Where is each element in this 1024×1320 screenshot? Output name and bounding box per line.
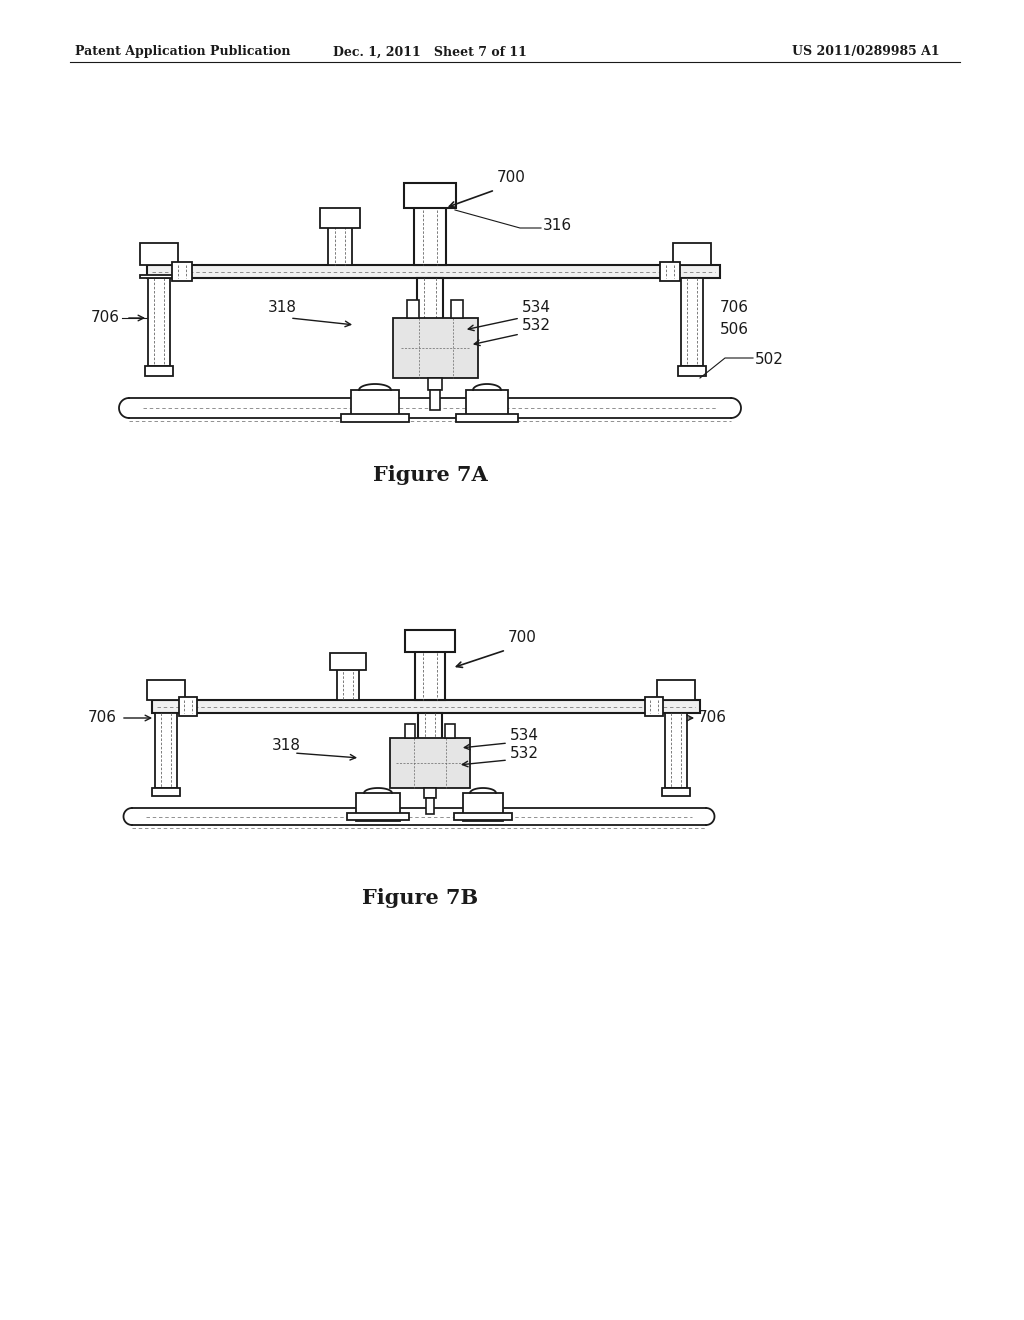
Text: 706: 706 xyxy=(698,710,727,726)
Bar xyxy=(356,793,400,821)
Bar xyxy=(645,697,663,715)
Bar xyxy=(657,680,695,700)
Bar xyxy=(662,788,690,796)
Bar xyxy=(415,632,445,700)
Text: Patent Application Publication: Patent Application Publication xyxy=(75,45,291,58)
Bar xyxy=(407,300,419,318)
Bar xyxy=(347,813,409,820)
Bar xyxy=(417,279,443,348)
Text: 706: 706 xyxy=(88,710,117,726)
Bar xyxy=(418,713,442,768)
Bar xyxy=(466,389,508,420)
Text: 706: 706 xyxy=(720,301,749,315)
Bar xyxy=(430,389,440,411)
Bar xyxy=(665,713,687,788)
Bar xyxy=(145,366,173,376)
Bar xyxy=(140,275,178,279)
Bar xyxy=(341,414,409,422)
Bar xyxy=(390,738,470,788)
Bar xyxy=(414,185,446,265)
Text: 502: 502 xyxy=(755,352,784,367)
Bar xyxy=(148,279,170,366)
Bar xyxy=(179,697,197,715)
Bar xyxy=(406,630,455,652)
Bar xyxy=(424,788,436,799)
Bar xyxy=(328,210,352,265)
Bar xyxy=(330,653,366,671)
Text: 700: 700 xyxy=(508,631,537,645)
Bar xyxy=(393,318,478,378)
Bar xyxy=(404,183,456,209)
Bar xyxy=(155,713,177,788)
Bar xyxy=(337,655,359,700)
Bar xyxy=(673,243,711,265)
Bar xyxy=(147,265,720,279)
Bar xyxy=(454,813,512,820)
Bar xyxy=(152,788,180,796)
Bar xyxy=(426,799,434,814)
Bar xyxy=(681,279,703,366)
Bar xyxy=(172,261,193,281)
Text: Figure 7B: Figure 7B xyxy=(361,888,478,908)
Text: 506: 506 xyxy=(720,322,749,338)
Bar xyxy=(445,723,455,738)
Text: Figure 7A: Figure 7A xyxy=(373,465,487,484)
Bar xyxy=(678,366,706,376)
Text: 706: 706 xyxy=(91,310,120,326)
Text: US 2011/0289985 A1: US 2011/0289985 A1 xyxy=(793,45,940,58)
Bar xyxy=(152,700,700,713)
Text: 318: 318 xyxy=(268,301,297,315)
Text: 534: 534 xyxy=(522,301,551,315)
Bar xyxy=(351,389,399,420)
Text: 316: 316 xyxy=(543,218,572,232)
Text: 700: 700 xyxy=(497,170,526,186)
Bar xyxy=(406,723,415,738)
Bar xyxy=(140,243,178,265)
Bar xyxy=(456,414,518,422)
Bar xyxy=(147,680,185,700)
Bar xyxy=(451,300,463,318)
Text: 532: 532 xyxy=(522,318,551,334)
Bar xyxy=(319,209,360,228)
Text: 532: 532 xyxy=(510,746,539,760)
Text: Dec. 1, 2011   Sheet 7 of 11: Dec. 1, 2011 Sheet 7 of 11 xyxy=(333,45,527,58)
Text: 534: 534 xyxy=(510,727,539,742)
Text: 318: 318 xyxy=(272,738,301,752)
Bar xyxy=(660,261,680,281)
Bar xyxy=(428,378,442,389)
Bar xyxy=(463,793,503,821)
